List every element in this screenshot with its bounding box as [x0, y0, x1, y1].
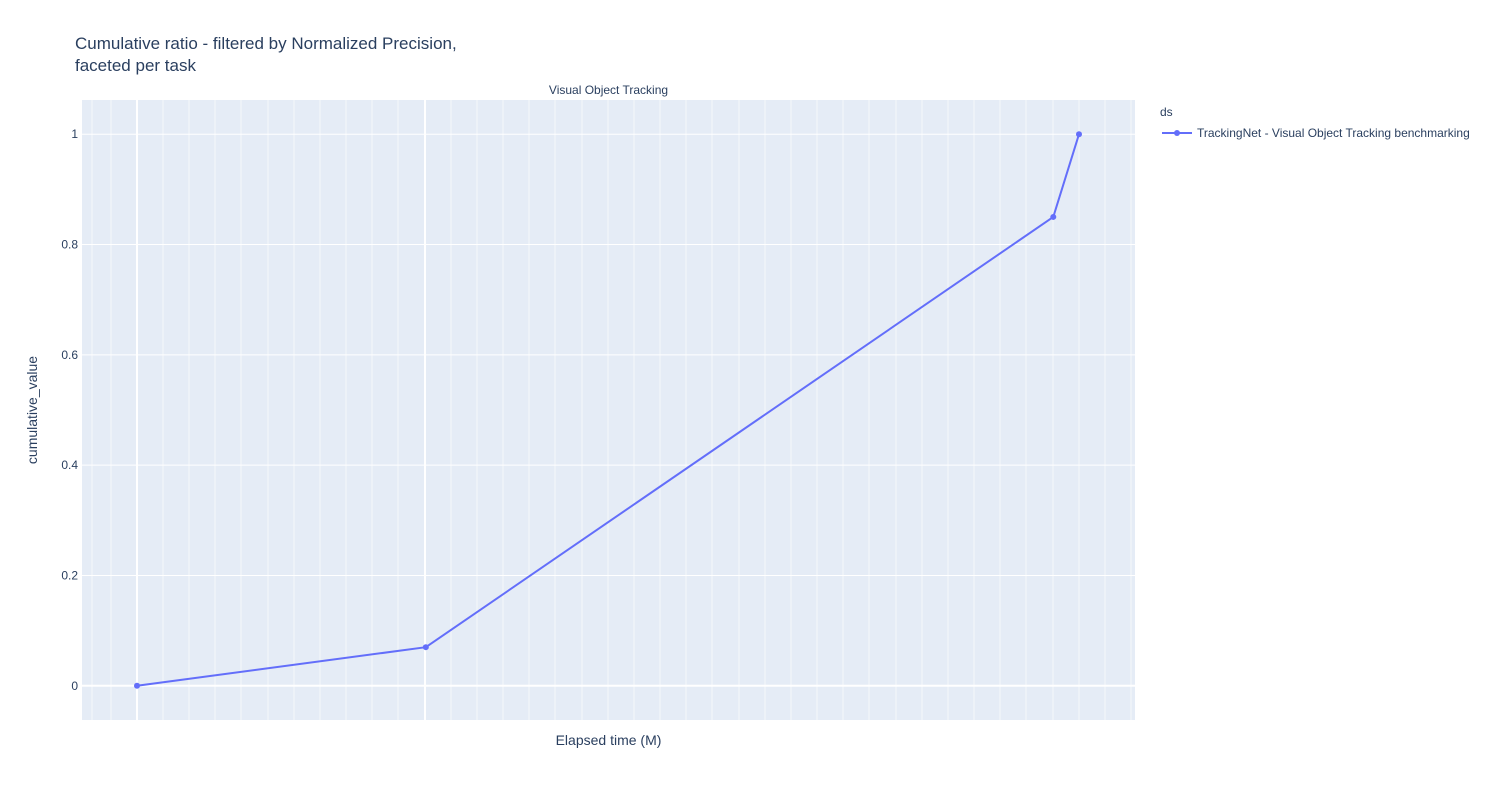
y-tick-label: 0.2 — [61, 568, 78, 582]
x-gridlines — [91, 100, 1132, 720]
data-point — [1076, 131, 1082, 138]
y-tick-label: 0.6 — [61, 348, 78, 362]
data-point — [422, 644, 429, 651]
y-tick-label: 1 — [71, 127, 78, 141]
y-axis-tick-labels: 0 0.2 0.4 0.6 0.8 1 — [61, 127, 78, 693]
subplot-title: Visual Object Tracking — [549, 83, 668, 97]
y-tick-label: 0.4 — [61, 458, 78, 472]
y-gridlines — [82, 133, 1135, 687]
y-tick-label: 0.8 — [61, 238, 78, 252]
x-axis-label: Elapsed time (M) — [556, 732, 662, 748]
legend-item[interactable]: TrackingNet - Visual Object Tracking ben… — [1160, 125, 1470, 141]
y-axis-label: cumulative_value — [24, 356, 40, 464]
data-point — [1050, 213, 1057, 220]
legend-swatch — [1160, 126, 1192, 140]
series-line — [136, 133, 1080, 687]
legend: ds TrackingNet - Visual Object Tracking … — [1160, 105, 1470, 141]
legend-title: ds — [1160, 105, 1173, 119]
legend-marker-icon — [1174, 130, 1180, 136]
series-layer — [134, 131, 1082, 689]
chart-title: Cumulative ratio - filtered by Normalize… — [75, 34, 457, 75]
data-point — [134, 682, 140, 689]
legend-label: TrackingNet - Visual Object Tracking ben… — [1197, 126, 1470, 140]
y-tick-label: 0 — [71, 679, 78, 693]
